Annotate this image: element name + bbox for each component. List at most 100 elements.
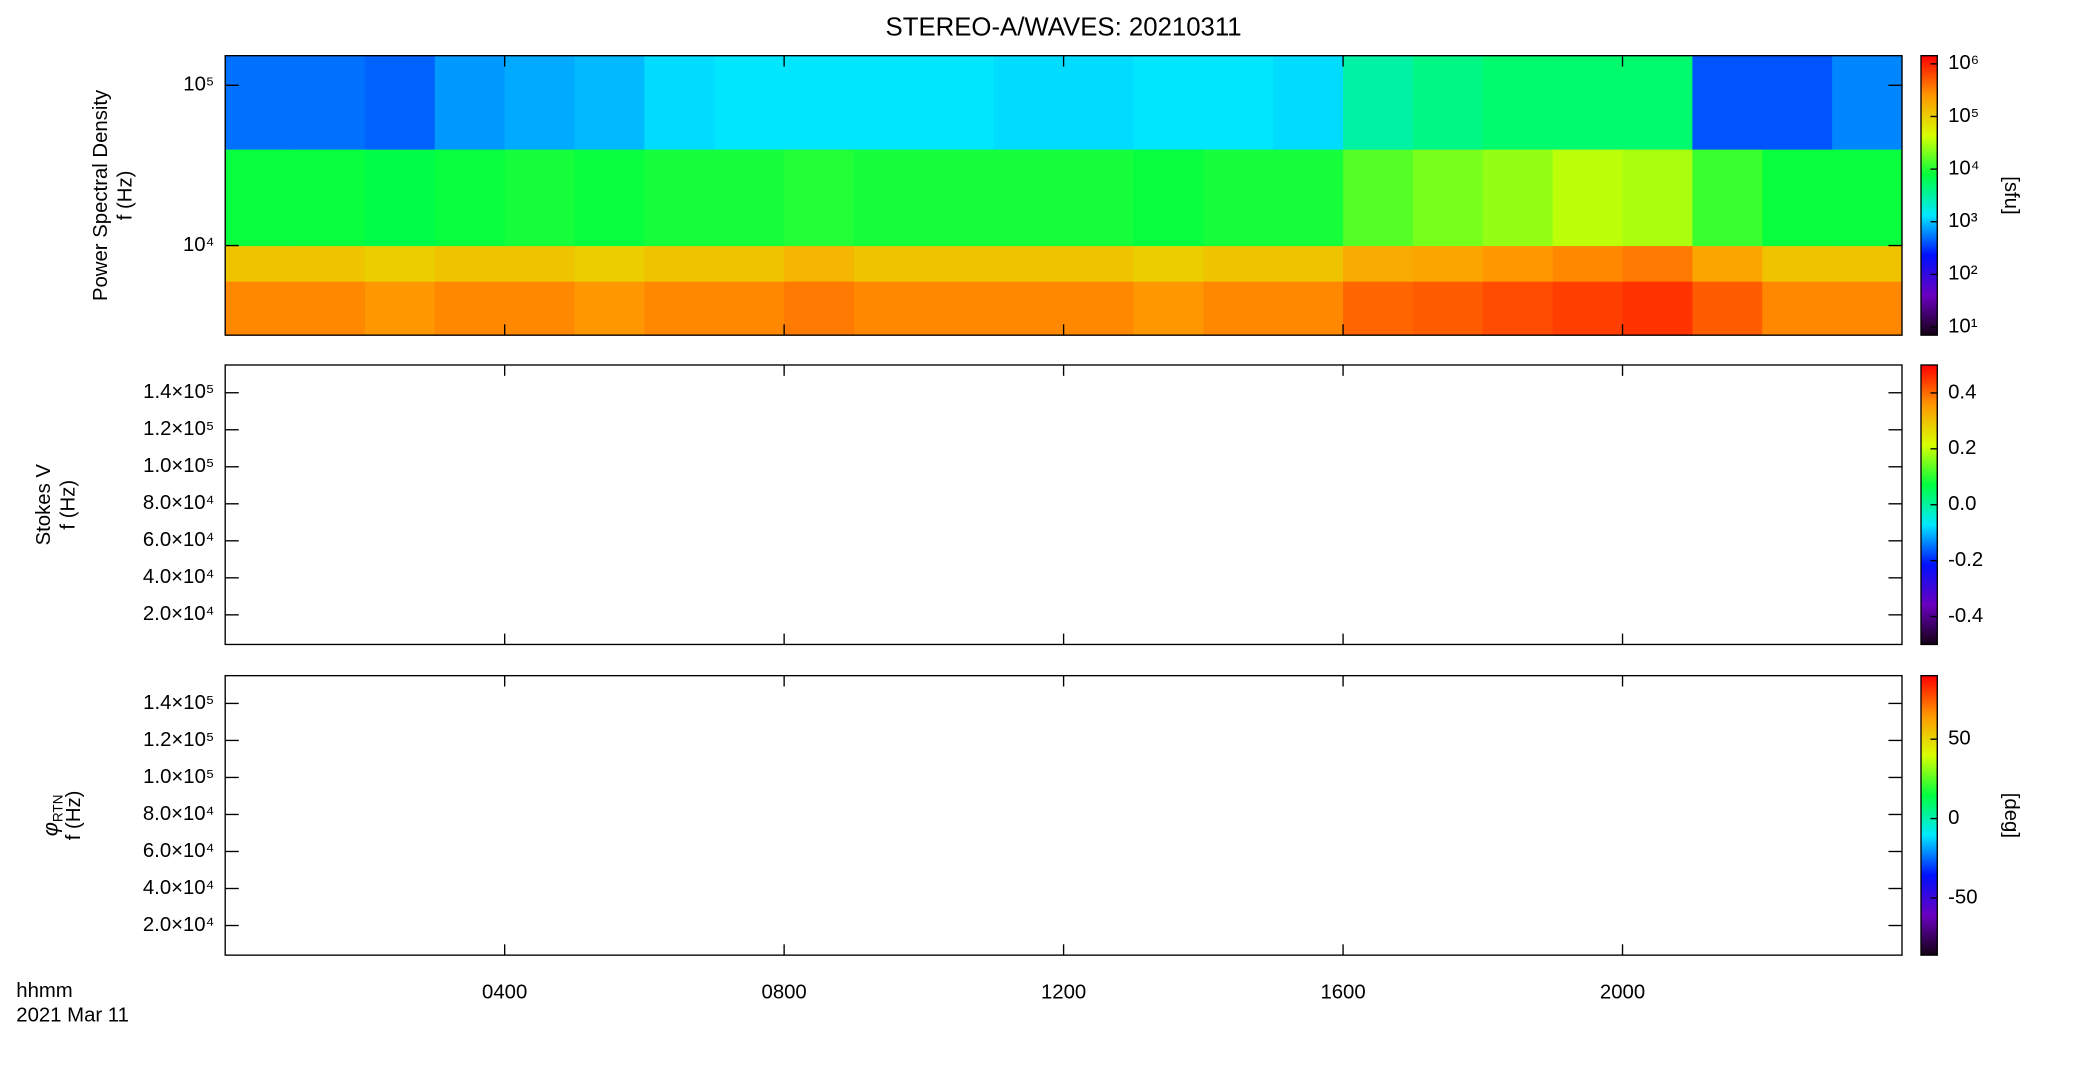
heatmap-cell — [1482, 149, 1554, 247]
heatmap-cell — [1832, 55, 1903, 150]
heatmap-cell — [993, 149, 1065, 247]
colorbar-tick-label: -50 — [1948, 886, 1977, 908]
heatmap-cell — [1203, 55, 1274, 150]
heatmap-cell — [1692, 245, 1763, 282]
heatmap-cell — [1133, 149, 1204, 247]
heatmap-cell — [364, 245, 436, 282]
heatmap-cell — [225, 55, 296, 150]
heatmap-cell — [1412, 55, 1484, 150]
heatmap-cell — [1203, 281, 1274, 336]
x-tick-label: 2000 — [1600, 981, 1645, 1003]
heatmap-cell — [1552, 149, 1624, 247]
heatmap-cell — [923, 149, 995, 247]
y-tick-label: 1.2×10⁵ — [143, 418, 214, 440]
colorbar-label: [deg] — [2000, 793, 2022, 838]
heatmap-cell — [644, 55, 715, 150]
heatmap-cell — [1273, 55, 1344, 150]
y-tick-label: 1.2×10⁵ — [143, 729, 214, 751]
x-tick-label: 0400 — [482, 981, 527, 1003]
y-tick-label: 6.0×10⁴ — [143, 529, 214, 551]
heatmap-cell — [1063, 149, 1135, 247]
heatmap-cell — [1412, 149, 1484, 247]
heatmap-cell — [1133, 281, 1204, 336]
heatmap-cell — [644, 245, 715, 282]
colorbar-tick-label: 10² — [1948, 263, 1978, 285]
heatmap-cell — [1273, 281, 1344, 336]
heatmap-cell — [1692, 149, 1763, 247]
heatmap-cell — [854, 149, 925, 247]
heatmap-cell — [434, 245, 506, 282]
heatmap-cell — [1063, 245, 1135, 282]
plot-background — [225, 364, 1903, 645]
heatmap-cell — [504, 281, 576, 336]
y-axis-label: φRTN — [37, 795, 65, 837]
heatmap-cell — [714, 281, 785, 336]
heatmap-cell — [1273, 245, 1344, 282]
heatmap-cell — [1762, 245, 1833, 282]
heatmap-cell — [1412, 281, 1484, 336]
heatmap-cell — [434, 55, 506, 150]
heatmap-cell — [1133, 55, 1204, 150]
heatmap-cell — [434, 281, 506, 336]
heatmap-cell — [1832, 149, 1903, 247]
y-axis-label: f (Hz) — [58, 480, 80, 530]
heatmap-cell — [1133, 245, 1204, 282]
x-axis-label: hhmm — [16, 980, 72, 1002]
y-tick-label: 8.0×10⁴ — [143, 803, 214, 825]
heatmap-cell — [1762, 281, 1833, 336]
heatmap-cell — [1063, 55, 1135, 150]
y-tick-label: 10⁵ — [183, 74, 214, 96]
heatmap-cell — [644, 281, 715, 336]
colorbar-tick-label: 0.0 — [1948, 493, 1976, 515]
y-axis-label: f (Hz) — [63, 791, 85, 841]
heatmap-cell — [714, 55, 785, 150]
y-tick-label: 1.0×10⁵ — [143, 766, 214, 788]
colorbar-tick-label: 10⁶ — [1948, 52, 1979, 74]
heatmap-cell — [1482, 245, 1554, 282]
heatmap-cell — [504, 245, 576, 282]
heatmap-cell — [225, 245, 296, 282]
heatmap-cell — [504, 55, 576, 150]
heatmap-cell — [923, 55, 995, 150]
plot-background — [225, 675, 1903, 956]
heatmap-cell — [1832, 281, 1903, 336]
heatmap-cell — [1552, 245, 1624, 282]
y-axis-label: Stokes V — [33, 464, 55, 546]
heatmap-cell — [1622, 281, 1693, 336]
x-tick-label: 0800 — [762, 981, 807, 1003]
heatmap-cell — [1063, 281, 1135, 336]
heatmap-cell — [714, 149, 785, 247]
heatmap-cell — [1692, 281, 1763, 336]
y-tick-label: 1.4×10⁵ — [143, 381, 214, 403]
heatmap-cell — [295, 281, 366, 336]
heatmap-cell — [1273, 149, 1344, 247]
y-tick-label: 8.0×10⁴ — [143, 492, 214, 514]
heatmap-cell — [1622, 245, 1693, 282]
heatmap-cell — [574, 281, 645, 336]
heatmap-cell — [784, 55, 855, 150]
heatmap-cell — [1762, 55, 1833, 150]
colorbar-tick-label: 10¹ — [1948, 315, 1978, 337]
heatmap-cell — [1203, 149, 1274, 247]
heatmap-cell — [784, 245, 855, 282]
y-axis-label-symbol: φ — [37, 822, 62, 836]
heatmap-cell — [923, 281, 995, 336]
heatmap-cell — [1622, 55, 1693, 150]
colorbar-tick-label: 0 — [1948, 807, 1959, 829]
heatmap-cell — [295, 55, 366, 150]
heatmap-cell — [295, 245, 366, 282]
heatmap-cell — [574, 55, 645, 150]
heatmap-cell — [993, 55, 1065, 150]
y-tick-label: 2.0×10⁴ — [143, 603, 214, 625]
y-tick-label: 4.0×10⁴ — [143, 566, 214, 588]
heatmap-cell — [1832, 245, 1903, 282]
colorbar-tick-label: 10⁵ — [1948, 105, 1979, 127]
heatmap-cell — [364, 281, 436, 336]
heatmap-cell — [1203, 245, 1274, 282]
heatmap-cell — [295, 149, 366, 247]
heatmap-cell — [225, 149, 296, 247]
heatmap-cell — [1622, 149, 1693, 247]
heatmap-cell — [993, 281, 1065, 336]
